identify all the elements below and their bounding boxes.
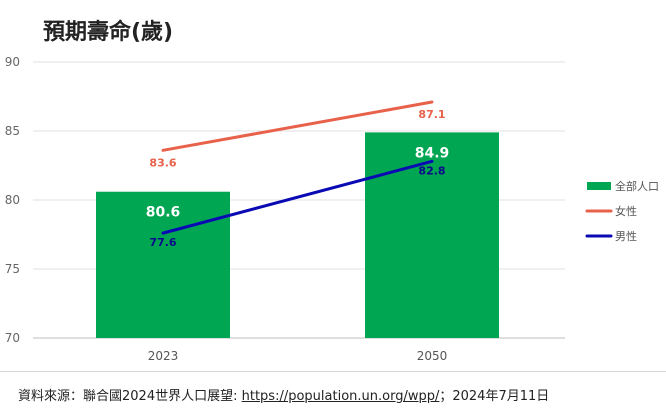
source-suffix: ；2024年7月11日	[439, 389, 550, 404]
x-axis: 2023 2050	[148, 349, 448, 363]
line-label-2-2023: 77.6	[149, 236, 176, 249]
bar-label-2023: 80.6	[146, 205, 181, 221]
series-line-1	[161, 100, 434, 152]
legend-label-0: 全部人口	[615, 179, 659, 193]
y-tick-label-80: 80	[5, 193, 20, 207]
x-tick-label-2050: 2050	[417, 349, 448, 363]
legend-label-2: 男性	[615, 229, 637, 243]
y-tick-label-70: 70	[5, 331, 20, 345]
bar-label-2050: 84.9	[415, 145, 450, 161]
bars	[96, 132, 499, 338]
source-note: 資料來源：聯合國2024世界人口展望: https://population.u…	[18, 385, 549, 404]
legend-label-1: 女性	[615, 204, 637, 218]
source-prefix: 資料來源：聯合國2024世界人口展望:	[18, 389, 242, 404]
line-label-1-2050: 87.1	[418, 108, 445, 121]
chart-title: 預期壽命(歲)	[43, 20, 174, 45]
series-line-2	[161, 159, 434, 235]
footer-divider	[0, 371, 666, 372]
x-tick-label-2023: 2023	[148, 349, 179, 363]
y-tick-label-90: 90	[5, 55, 20, 69]
line-label-2-2050: 82.8	[418, 164, 445, 177]
bar-2023	[96, 191, 230, 338]
life-expectancy-chart: 70 75 80 85 90 2023 2050 80.6 84.9 83.6 87.1 77.6…	[5, 55, 659, 363]
data-labels: 80.6 84.9 83.6 87.1 77.6 82.8	[146, 108, 450, 249]
bar-2050	[365, 132, 499, 338]
line-label-1-2023: 83.6	[149, 156, 176, 169]
y-tick-label-85: 85	[5, 124, 20, 138]
legend-swatch-0	[587, 182, 611, 190]
source-link[interactable]: https://population.un.org/wpp/	[241, 389, 440, 404]
y-tick-label-75: 75	[5, 262, 20, 276]
series-lines	[161, 100, 434, 235]
y-axis: 70 75 80 85 90	[5, 55, 20, 345]
